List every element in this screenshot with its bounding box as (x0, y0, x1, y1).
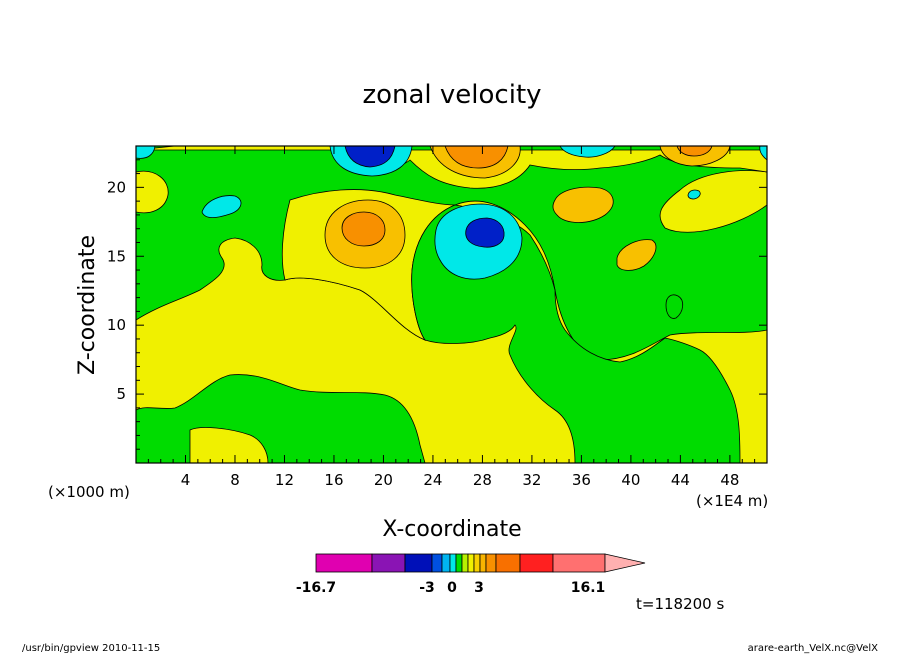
x-tick-label: 20 (374, 471, 393, 489)
contour-fill-cyan-right-dot (687, 189, 701, 200)
x-axis-label: X-coordinate (382, 517, 521, 542)
contour-fill-blue-top (344, 146, 396, 168)
x-tick-label: 32 (522, 471, 541, 489)
x-axis: 4 8 12 16 20 24 28 32 36 40 44 48 (147, 146, 756, 489)
contour-fill-gold-right-small (616, 239, 657, 271)
contour-fill-green-dot (665, 294, 684, 319)
colorbar-segment (467, 553, 475, 573)
colorbar-segment (485, 553, 497, 573)
contour-fill-blue-center (465, 217, 505, 248)
contour-fill-orange-mid-left (341, 211, 386, 247)
time-label: t=118200 s (636, 595, 724, 613)
colorbar-segment (473, 553, 481, 573)
colorbar-tick-labels: -16.7 -3 0 3 16.1 (296, 580, 605, 596)
colorbar-tick-label: 3 (474, 580, 484, 596)
x-tick-label: 48 (720, 471, 739, 489)
x-unit-left: (×1000 m) (48, 483, 130, 501)
y-tick-label: 10 (107, 316, 126, 334)
colorbar-segment (431, 553, 443, 573)
chart-title: zonal velocity (362, 80, 541, 110)
colorbar (315, 553, 646, 573)
colorbar-tick-label: -3 (419, 580, 435, 596)
contour-fill-orange-top-center (444, 146, 509, 169)
x-tick-label: 28 (473, 471, 492, 489)
x-tick-label: 36 (572, 471, 591, 489)
contour-fill-cyan-right-edge (759, 146, 767, 161)
colorbar-tick-label: 0 (447, 580, 457, 596)
contour-fill-cyan-topright (559, 146, 616, 158)
x-tick-label: 44 (671, 471, 690, 489)
contour-fill-gold-right (552, 186, 614, 223)
y-tick-label: 15 (107, 247, 126, 265)
colorbar-segment (461, 553, 469, 573)
x-unit-right: (×1E4 m) (696, 492, 768, 510)
footer-right: arare-earth_VelX.nc@VelX (748, 643, 879, 654)
colorbar-segment (371, 553, 406, 573)
x-tick-label: 40 (621, 471, 640, 489)
y-axis: 5 10 15 20 (107, 159, 767, 450)
colorbar-segment (455, 553, 463, 573)
colorbar-segment (552, 553, 606, 573)
colorbar-segment (479, 553, 487, 573)
colorbar-tick-label: 16.1 (571, 580, 606, 596)
colorbar-tick-label: -16.7 (296, 580, 336, 596)
y-tick-label: 20 (107, 178, 126, 196)
colorbar-arrow (604, 553, 646, 573)
colorbar-segment (495, 553, 521, 573)
contour-fill-yellow-left (136, 170, 169, 214)
x-tick-label: 16 (324, 471, 343, 489)
colorbar-segment (449, 553, 457, 573)
x-tick-label: 8 (230, 471, 240, 489)
x-tick-label: 12 (275, 471, 294, 489)
y-axis-label: Z-coordinate (75, 235, 100, 375)
x-tick-label: 24 (423, 471, 442, 489)
plot-frame (135, 145, 768, 464)
y-tick-label: 5 (116, 385, 126, 403)
colorbar-segment (519, 553, 554, 573)
colorbar-segment (404, 553, 433, 573)
colorbar-segment (315, 553, 373, 573)
footer-left: /usr/bin/gpview 2010-11-15 (22, 643, 160, 654)
colorbar-segment (441, 553, 451, 573)
contour-plot-area (136, 146, 767, 463)
contour-fill-cyan-left (201, 195, 242, 218)
x-tick-label: 4 (181, 471, 191, 489)
contour-fill-yellow-lower-left (189, 427, 269, 463)
